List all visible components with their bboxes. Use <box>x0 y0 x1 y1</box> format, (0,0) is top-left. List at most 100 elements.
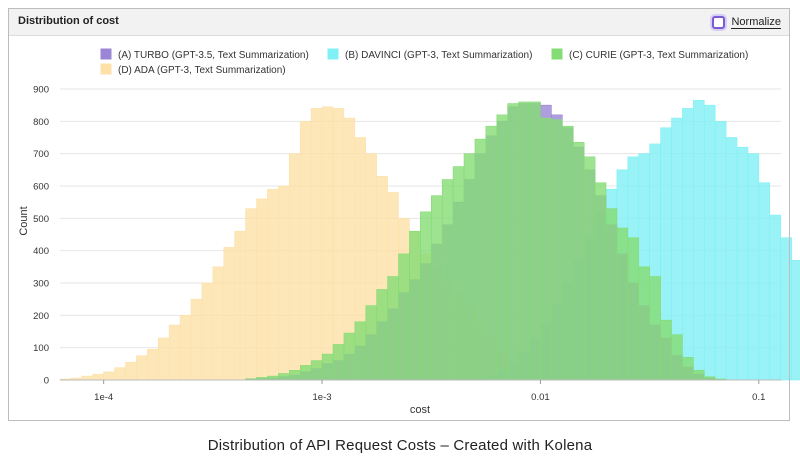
legend-item-C[interactable]: (C) CURIE (GPT-3, Text Summarization) <box>551 48 748 61</box>
histogram-bar <box>463 153 476 381</box>
histogram-bar <box>682 108 694 381</box>
histogram-bar <box>332 344 345 381</box>
x-tick-label: 0.01 <box>531 392 550 403</box>
legend-item-B[interactable]: (B) DAVINCI (GPT-3, Text Summarization) <box>327 48 532 61</box>
histogram-bar <box>310 360 323 381</box>
normalize-label[interactable]: Normalize <box>731 16 781 29</box>
histogram-bar <box>441 179 454 381</box>
histogram-bar <box>452 166 465 381</box>
histogram-bar <box>660 319 672 381</box>
histogram-bar <box>583 156 596 381</box>
normalize-checkbox[interactable] <box>712 16 726 29</box>
histogram-bar <box>299 365 312 381</box>
legend[interactable]: (A) TURBO (GPT-3.5, Text Summarization) (… <box>100 48 748 76</box>
histogram-bar <box>420 211 432 381</box>
histogram-bar <box>769 214 781 381</box>
x-axis-label: cost <box>410 404 430 416</box>
y-tick-label: 600 <box>33 182 49 193</box>
histogram-bar <box>125 361 137 381</box>
y-tick-label: 700 <box>33 149 49 160</box>
histogram-bar <box>310 108 323 381</box>
histogram-bar <box>758 182 771 381</box>
histogram-bar <box>594 182 607 381</box>
y-tick-label: 900 <box>33 85 49 96</box>
legend-item-A[interactable]: (A) TURBO (GPT-3.5, Text Summarization) <box>100 48 309 61</box>
histogram-bar <box>409 230 421 381</box>
histogram-bar <box>562 125 574 381</box>
histogram-bar <box>529 101 541 381</box>
legend-swatch <box>327 48 339 60</box>
histogram-bar <box>288 153 301 381</box>
legend-item-D[interactable]: (D) ADA (GPT-3, Text Summarization) <box>100 63 286 76</box>
histogram-bar <box>354 321 367 381</box>
histogram-bar <box>398 253 410 381</box>
y-tick-label: 400 <box>33 246 49 257</box>
histogram-bar <box>223 247 235 381</box>
x-tick-label: 1e-3 <box>313 392 332 403</box>
histogram-bar <box>682 357 694 381</box>
histogram-bar <box>245 208 257 381</box>
histogram-bar <box>179 315 192 381</box>
x-tick-label: 0.1 <box>752 392 765 403</box>
legend-swatch <box>551 48 563 60</box>
legend-swatch <box>100 63 112 75</box>
axes: 0 100 200 300 400 500 600 700 800 900 1e-4 1e-3 0.01… <box>33 85 781 403</box>
y-axis-label: Count <box>18 206 30 235</box>
legend-swatch <box>100 48 112 60</box>
histogram-bar <box>671 334 683 381</box>
y-tick-label: 300 <box>33 279 49 290</box>
histogram-bar <box>703 104 716 381</box>
figure-caption: Distribution of API Request Costs – Crea… <box>207 437 593 454</box>
histogram-bar <box>168 324 181 381</box>
histogram-bar <box>190 298 203 381</box>
histogram-bar <box>605 208 618 381</box>
histogram-bar <box>430 195 443 381</box>
y-tick-label: 800 <box>33 117 49 128</box>
histogram-bar <box>103 371 115 381</box>
histogram-bar <box>627 237 640 381</box>
histogram-bar <box>714 121 727 381</box>
histogram-bar <box>496 114 509 381</box>
legend-label: (A) TURBO (GPT-3.5, Text Summarization) <box>118 50 309 61</box>
histogram-bar <box>365 305 377 381</box>
histogram-bar <box>649 276 661 381</box>
histogram-bar <box>212 266 225 381</box>
y-tick-label: 200 <box>33 311 49 322</box>
histogram-bar <box>638 266 650 381</box>
histogram-bar <box>147 348 159 381</box>
legend-label: (D) ADA (GPT-3, Text Summarization) <box>118 65 286 76</box>
histogram-bar <box>485 125 498 381</box>
histogram-bar <box>474 138 487 381</box>
y-tick-label: 500 <box>33 214 49 225</box>
x-tick-label: 1e-4 <box>94 392 113 403</box>
histogram-bar <box>507 103 519 381</box>
histogram-bar <box>736 146 749 381</box>
histogram-bar <box>791 260 800 381</box>
histogram-bar <box>387 276 399 381</box>
histogram-bar <box>201 282 214 381</box>
histogram-bar <box>616 227 629 381</box>
histogram-bar <box>332 108 345 381</box>
histogram-bar <box>321 106 334 381</box>
histogram-bar <box>540 117 552 381</box>
histogram-bar <box>572 142 585 381</box>
histogram-bar <box>267 375 279 381</box>
histogram-bar <box>376 289 388 381</box>
histogram-bar <box>136 355 148 381</box>
histogram-bar <box>780 237 792 381</box>
histogram-bar <box>693 100 705 381</box>
histogram-bar <box>693 369 705 381</box>
histogram-bar <box>321 353 334 381</box>
histogram-bar <box>551 119 563 381</box>
histogram-bars <box>59 100 800 381</box>
y-tick-label: 100 <box>33 343 49 354</box>
normalize-toggle[interactable]: Normalize <box>712 13 781 32</box>
histogram-bar <box>299 121 312 381</box>
histogram-bar <box>81 375 94 381</box>
histogram-bar <box>725 137 738 381</box>
legend-label: (B) DAVINCI (GPT-3, Text Summarization) <box>345 50 532 61</box>
histogram-bar <box>518 101 530 381</box>
histogram-bar <box>278 185 290 381</box>
histogram-bar <box>289 369 301 381</box>
histogram-bar <box>234 230 246 381</box>
